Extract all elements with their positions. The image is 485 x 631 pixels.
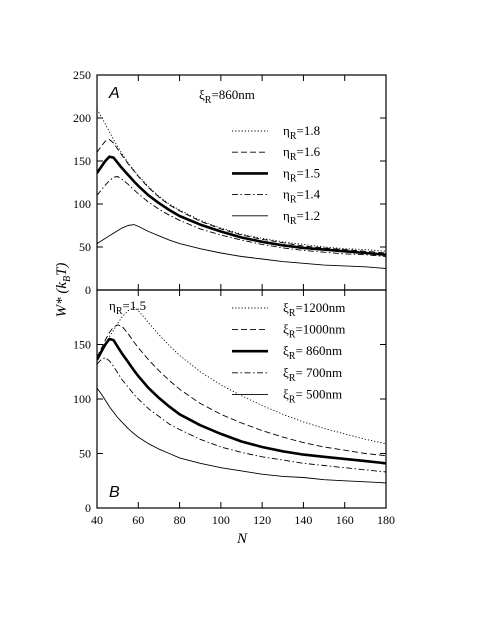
panel-a-annotation: ξR=860nm (199, 87, 255, 106)
svg-text:W* (kBT): W* (kBT) (54, 263, 73, 318)
panel-a-y-tick-label: 0 (85, 283, 91, 297)
panel-a-y-tick-label: 150 (73, 154, 91, 168)
panel-a-y-tick-label: 250 (73, 68, 91, 82)
panel-b-legend-label: ξR=1200nm (283, 300, 345, 319)
x-axis-title: N (236, 531, 248, 547)
panel-b-legend-label: ξR= 860nm (283, 343, 342, 362)
x-tick-label: 60 (132, 513, 144, 527)
panel-b-y-tick-label: 150 (73, 338, 91, 352)
panel-b-annotation: ηR=1.5 (109, 298, 146, 317)
panel-a-series-line-4 (97, 224, 386, 269)
panel-b-series-line-4 (97, 387, 386, 484)
panel-a-legend-label: ηR=1.8 (283, 123, 320, 142)
panel-b: 40 60 80 100 120 140 160 180 0 50 100 150 ξR=1200nm ξ… (73, 289, 395, 527)
panel-a-y-tick-label: 200 (73, 111, 91, 125)
x-tick-label: 40 (91, 513, 103, 527)
panel-b-series-line-0 (97, 306, 386, 445)
panel-b-legend-label: ξR= 700nm (283, 365, 342, 384)
shared-axis-titles: N W* (kBT) (54, 263, 248, 547)
panel-b-y-tick-label: 0 (85, 501, 91, 515)
panel-a-series-line-3 (97, 176, 386, 257)
panel-a-y-tick-label: 100 (73, 197, 91, 211)
panel-b-label: B (109, 484, 120, 501)
panel-b-series-line-3 (97, 357, 386, 473)
panel-a-legend-label: ηR=1.2 (283, 208, 320, 227)
panel-a-frame (96, 74, 387, 291)
panel-b-y-tick-label: 100 (73, 392, 91, 406)
panel-b-legend-label: ξR=1000nm (283, 322, 345, 341)
panel-a-label: A (108, 85, 120, 102)
x-tick-label: 160 (336, 513, 354, 527)
panel-b-legend-label: ξR= 500nm (283, 386, 342, 405)
panel-b-series-line-1 (97, 324, 386, 457)
panel-a-legend-label: ηR=1.5 (283, 165, 320, 184)
panel-a-series-line-0 (97, 109, 386, 252)
x-tick-label: 120 (253, 513, 271, 527)
x-tick-label: 180 (377, 513, 395, 527)
x-tick-label: 80 (174, 513, 186, 527)
y-axis-title: W* (kBT) (54, 263, 73, 318)
panel-b-y-tick-label: 50 (79, 447, 91, 461)
panel-a-legend-label: ηR=1.6 (283, 144, 321, 163)
panel-b-series-line-2 (97, 337, 386, 465)
panel-a-series-line-2 (97, 155, 386, 256)
x-tick-label: 100 (212, 513, 230, 527)
panel-a-series-line-1 (97, 139, 386, 254)
panel-a: 0 50 100 150 200 250 ηR=1.8 ηR=1.6 ηR=1.5 ηR=1.4 η… (73, 68, 387, 297)
panel-a-legend-label: ηR=1.4 (283, 187, 321, 206)
panel-a-y-tick-label: 50 (79, 240, 91, 254)
x-tick-label: 140 (294, 513, 312, 527)
